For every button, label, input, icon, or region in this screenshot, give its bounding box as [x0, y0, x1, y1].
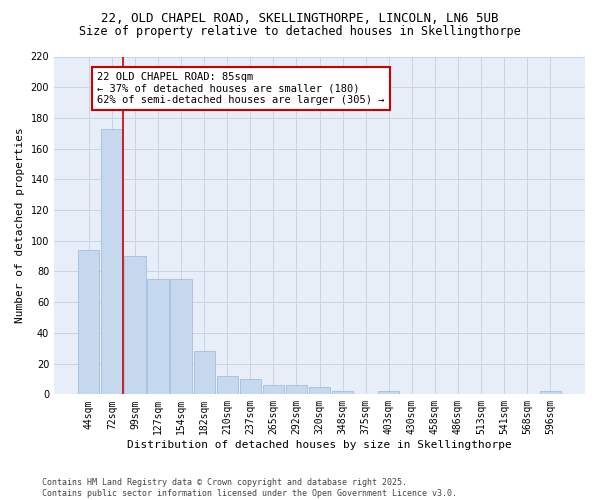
Text: 22, OLD CHAPEL ROAD, SKELLINGTHORPE, LINCOLN, LN6 5UB: 22, OLD CHAPEL ROAD, SKELLINGTHORPE, LIN…	[101, 12, 499, 26]
Bar	[78, 250, 100, 394]
Text: Contains HM Land Registry data © Crown copyright and database right 2025.
Contai: Contains HM Land Registry data © Crown c…	[42, 478, 457, 498]
Text: Size of property relative to detached houses in Skellingthorpe: Size of property relative to detached ho…	[79, 25, 521, 38]
Bar	[170, 279, 191, 394]
Bar	[286, 385, 307, 394]
Bar	[309, 386, 330, 394]
Bar	[217, 376, 238, 394]
Bar	[239, 379, 261, 394]
Bar	[332, 392, 353, 394]
Bar	[148, 279, 169, 394]
Y-axis label: Number of detached properties: Number of detached properties	[15, 128, 25, 324]
Bar	[101, 128, 122, 394]
X-axis label: Distribution of detached houses by size in Skellingthorpe: Distribution of detached houses by size …	[127, 440, 512, 450]
Bar	[263, 385, 284, 394]
Bar	[378, 392, 400, 394]
Text: 22 OLD CHAPEL ROAD: 85sqm
← 37% of detached houses are smaller (180)
62% of semi: 22 OLD CHAPEL ROAD: 85sqm ← 37% of detac…	[97, 72, 385, 105]
Bar	[124, 256, 146, 394]
Bar	[194, 352, 215, 395]
Bar	[539, 392, 561, 394]
